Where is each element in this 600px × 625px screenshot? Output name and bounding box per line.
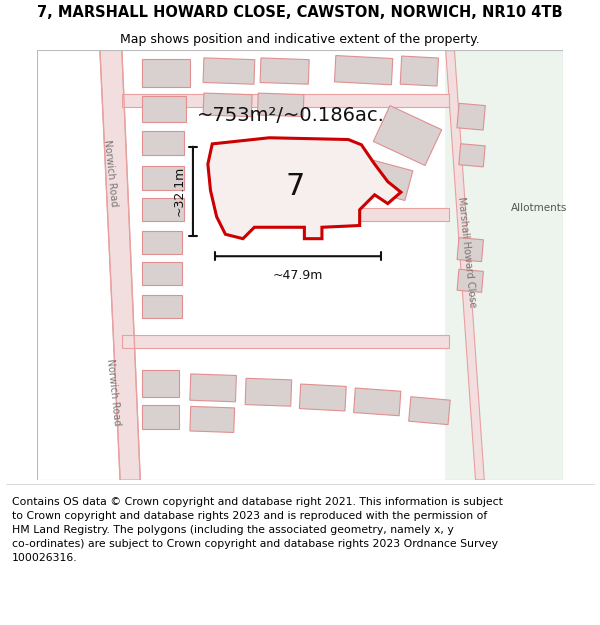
Polygon shape bbox=[400, 56, 439, 86]
Polygon shape bbox=[142, 96, 186, 122]
Polygon shape bbox=[142, 198, 184, 221]
Polygon shape bbox=[142, 370, 179, 397]
Text: Map shows position and indicative extent of the property.: Map shows position and indicative extent… bbox=[120, 34, 480, 46]
Polygon shape bbox=[142, 295, 182, 318]
Text: ~32.1m: ~32.1m bbox=[173, 166, 186, 216]
Text: Allotments: Allotments bbox=[511, 203, 567, 213]
Polygon shape bbox=[190, 374, 236, 402]
Text: Contains OS data © Crown copyright and database right 2021. This information is : Contains OS data © Crown copyright and d… bbox=[12, 498, 503, 563]
Text: 7: 7 bbox=[286, 171, 305, 201]
Text: Norwich Road: Norwich Road bbox=[102, 139, 119, 207]
Polygon shape bbox=[445, 50, 563, 480]
Polygon shape bbox=[190, 406, 235, 432]
Polygon shape bbox=[142, 131, 184, 155]
Polygon shape bbox=[122, 94, 449, 107]
Polygon shape bbox=[300, 208, 449, 221]
Polygon shape bbox=[299, 384, 346, 411]
Polygon shape bbox=[334, 56, 393, 85]
Polygon shape bbox=[142, 59, 190, 87]
Polygon shape bbox=[122, 335, 449, 348]
Polygon shape bbox=[373, 106, 442, 166]
Polygon shape bbox=[457, 238, 484, 262]
Polygon shape bbox=[208, 138, 401, 239]
Text: ~47.9m: ~47.9m bbox=[272, 269, 323, 282]
Polygon shape bbox=[245, 378, 292, 406]
Polygon shape bbox=[257, 93, 304, 117]
Polygon shape bbox=[409, 397, 450, 424]
Polygon shape bbox=[203, 93, 252, 117]
Text: ~753m²/~0.186ac.: ~753m²/~0.186ac. bbox=[197, 106, 385, 126]
Polygon shape bbox=[100, 50, 140, 480]
Text: Norwich Road: Norwich Road bbox=[106, 358, 122, 426]
Polygon shape bbox=[358, 158, 413, 201]
Text: Marshall Howard Close: Marshall Howard Close bbox=[456, 196, 478, 308]
Polygon shape bbox=[142, 404, 179, 429]
Polygon shape bbox=[353, 388, 401, 416]
Polygon shape bbox=[260, 58, 309, 84]
Polygon shape bbox=[459, 144, 485, 167]
Polygon shape bbox=[142, 166, 184, 191]
Polygon shape bbox=[142, 231, 182, 254]
Polygon shape bbox=[457, 103, 485, 130]
Text: 7, MARSHALL HOWARD CLOSE, CAWSTON, NORWICH, NR10 4TB: 7, MARSHALL HOWARD CLOSE, CAWSTON, NORWI… bbox=[37, 5, 563, 20]
Polygon shape bbox=[446, 50, 484, 480]
Polygon shape bbox=[457, 269, 484, 292]
Polygon shape bbox=[203, 58, 255, 84]
Polygon shape bbox=[142, 262, 182, 285]
